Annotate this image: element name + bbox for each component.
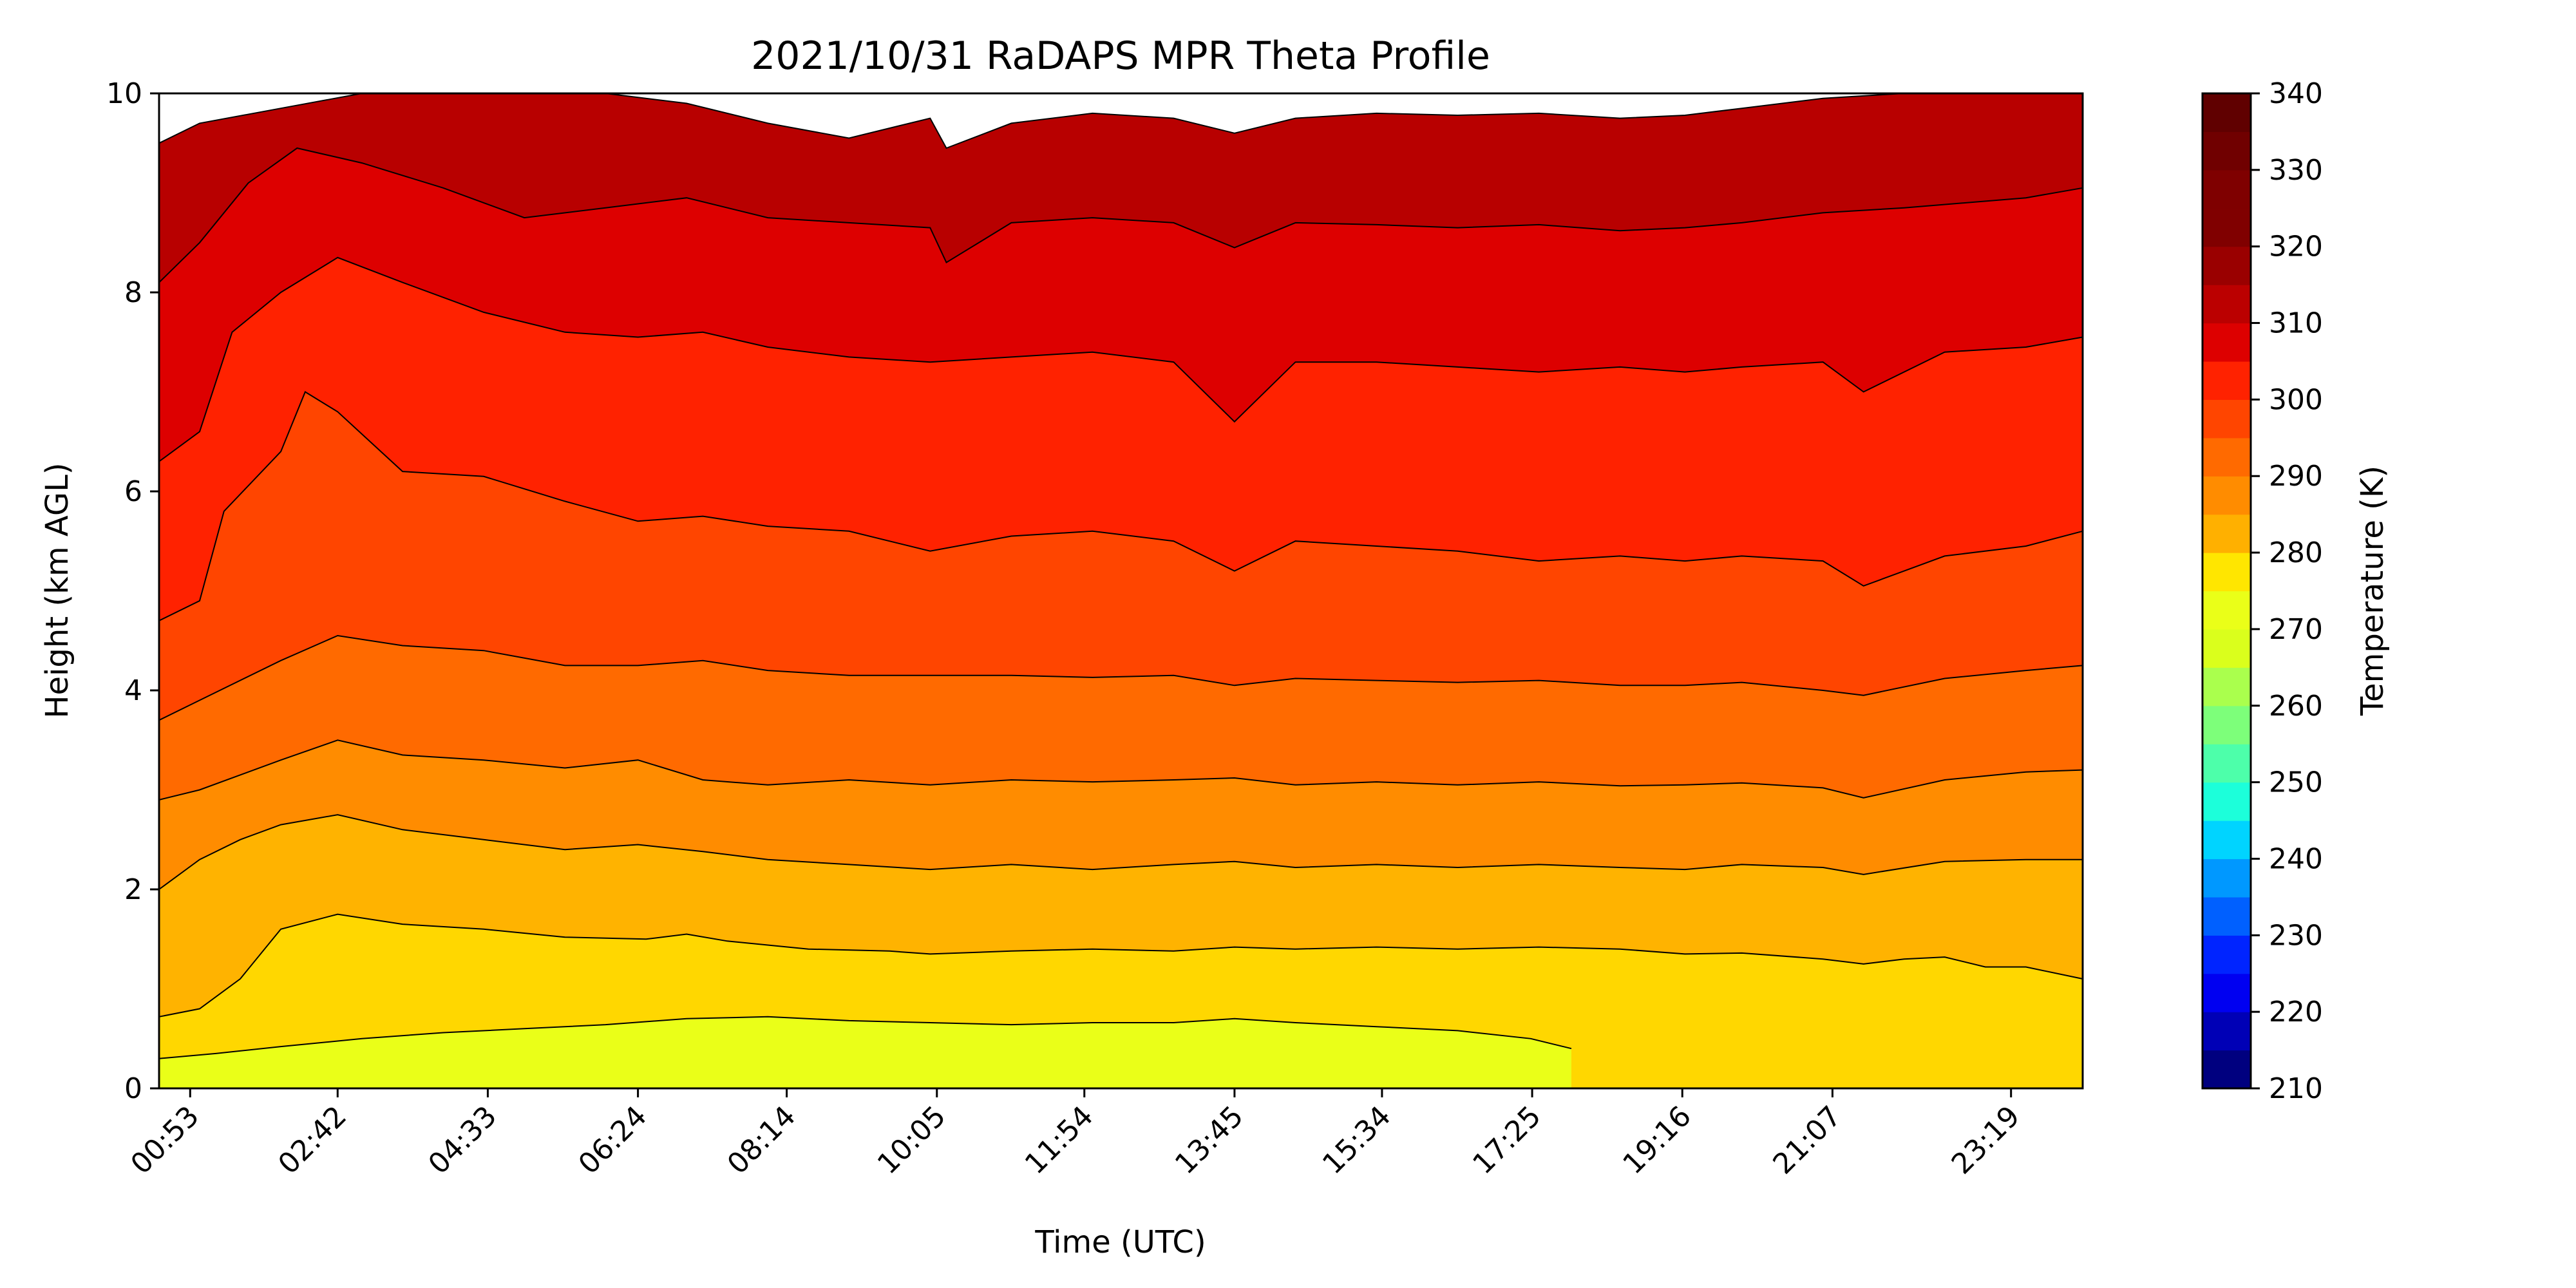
y-tick-label: 6: [124, 475, 142, 508]
colorbar-segment: [2202, 553, 2251, 592]
isentrope-contour-300: [158, 913, 2083, 1018]
x-tick-label: 08:14: [721, 1100, 802, 1181]
x-tick-label: 06:24: [573, 1100, 654, 1181]
colorbar-tick-label: 330: [2269, 154, 2323, 187]
colorbar-tick-label: 300: [2269, 383, 2323, 416]
y-tick-label: 0: [124, 1072, 142, 1105]
colorbar-segment: [2202, 131, 2251, 171]
colorbar-tick-label: 310: [2269, 307, 2323, 340]
colorbar-segment: [2202, 629, 2251, 668]
colorbar-segment: [2202, 973, 2251, 1012]
plot-area: [158, 93, 2083, 1088]
colorbar-segment: [2202, 705, 2251, 744]
isentrope-contour-320: [158, 391, 2083, 621]
colorbar-segment: [2202, 858, 2251, 898]
colorbar-segment: [2202, 896, 2251, 936]
colorbar-segment: [2202, 667, 2251, 706]
colorbar-tick-label: 270: [2269, 613, 2323, 646]
x-tick-label: 10:05: [871, 1100, 952, 1181]
x-tick-label: 02:42: [272, 1100, 353, 1181]
x-tick-label: 00:53: [124, 1100, 205, 1181]
x-tick-label: 23:19: [1946, 1100, 2027, 1181]
colorbar-segment: [2202, 591, 2251, 630]
y-axis: 0 2 4 6 8 10: [106, 77, 159, 1105]
x-tick-label: 04:33: [422, 1100, 503, 1181]
colorbar-tick-label: 240: [2269, 842, 2323, 875]
y-axis-label: Height (km AGL): [39, 462, 75, 718]
colorbar-segment: [2202, 208, 2251, 247]
colorbar-segment: [2202, 1050, 2251, 1089]
colorbar-segment: [2202, 476, 2251, 515]
colorbar-segment: [2202, 323, 2251, 362]
colorbar-tick-label: 210: [2269, 1072, 2323, 1105]
colorbar-segment: [2202, 782, 2251, 821]
y-tick-label: 2: [124, 873, 142, 906]
colorbar-segment: [2202, 820, 2251, 860]
colorbar: 210 220 230 240 250 260 270 280 290 300 310 320 330 3…: [2201, 77, 2323, 1105]
y-tick-label: 10: [106, 77, 142, 110]
colorbar-tick-label: 260: [2269, 690, 2323, 723]
x-tick-label: 15:34: [1316, 1100, 1397, 1181]
colorbar-segment: [2202, 285, 2251, 324]
colorbar-segment: [2202, 514, 2251, 553]
colorbar-segment: [2202, 437, 2251, 477]
colorbar-segment: [2202, 399, 2251, 439]
colorbar-tick-label: 280: [2269, 536, 2323, 569]
colorbar-tick-label: 340: [2269, 77, 2323, 110]
colorbar-segment: [2202, 1012, 2251, 1051]
isentrope-contour-305: [158, 814, 2083, 890]
colorbar-segment: [2202, 361, 2251, 400]
colorbar-frame: [2201, 92, 2252, 1090]
x-axis-label: Time (UTC): [1034, 1224, 1206, 1260]
chart-title: 2021/10/31 RaDAPS MPR Theta Profile: [751, 33, 1490, 79]
colorbar-segment: [2202, 935, 2251, 974]
y-tick-label: 8: [124, 276, 142, 309]
colorbar-tick-label: 220: [2269, 996, 2323, 1028]
isentrope-contour-325: [158, 256, 2083, 462]
y-tick-label: 4: [124, 674, 142, 707]
x-tick-label: 21:07: [1766, 1100, 1848, 1181]
isentrope-contour-310: [158, 739, 2083, 800]
colorbar-tick-label: 230: [2269, 919, 2323, 952]
colorbar-label: Temperature (K): [2354, 466, 2391, 716]
colorbar-segment: [2202, 744, 2251, 783]
plot-frame: [158, 92, 2084, 1090]
x-tick-label: 11:54: [1019, 1100, 1100, 1181]
colorbar-segment: [2202, 169, 2251, 209]
colorbar-segment: [2202, 93, 2251, 133]
x-tick-label: 13:45: [1169, 1100, 1250, 1181]
colorbar-tick-label: 250: [2269, 766, 2323, 799]
isentrope-band-290: [159, 1016, 1571, 1088]
colorbar-tick-label: 290: [2269, 460, 2323, 493]
x-tick-label: 19:16: [1616, 1100, 1698, 1181]
x-tick-label: 17:25: [1466, 1100, 1548, 1181]
isentrope-contour-315: [158, 634, 2083, 721]
x-axis: 00:53 02:42 04:33 06:24 08:14 10:05 11:54 13:45…: [124, 1088, 2026, 1180]
colorbar-segment: [2202, 246, 2251, 285]
isentrope-contour-330: [158, 147, 2083, 283]
isentrope-contour-290: [158, 1016, 1572, 1059]
colorbar-tick-label: 320: [2269, 231, 2323, 263]
